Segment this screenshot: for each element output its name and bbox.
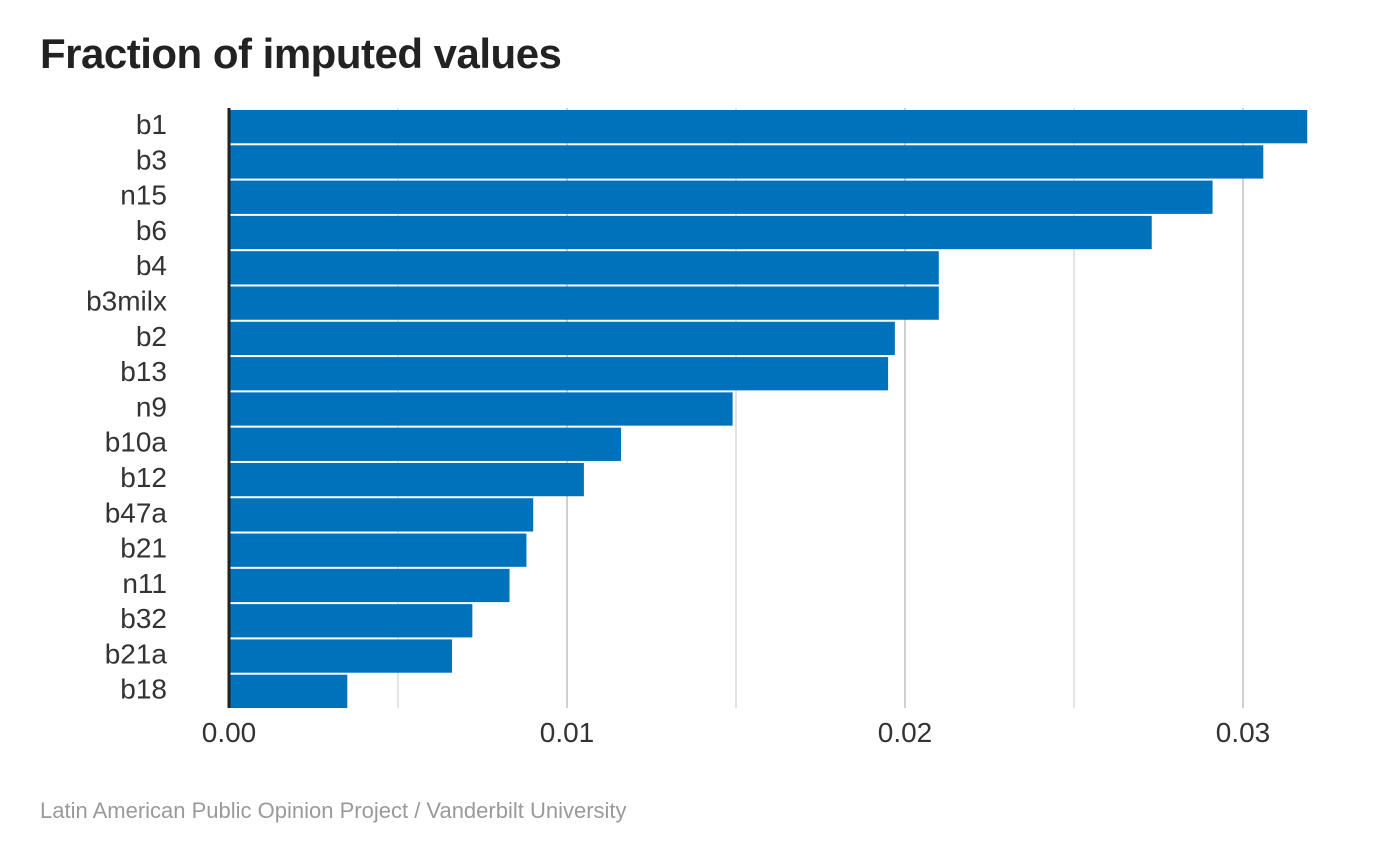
bars [229, 110, 1308, 708]
bar-n11 [229, 568, 510, 603]
bar-b18 [229, 674, 348, 708]
category-label-n15: n15 [120, 180, 167, 211]
x-tick-labels: 0.00 0.01 0.02 0.03 [202, 717, 1271, 748]
category-label-n11: n11 [122, 568, 167, 599]
bar-b13 [229, 357, 889, 391]
category-labels: b1 b3 n15 b6 b4 b3milx b2 b13 n9 b10a b12 b47a b21 n1… [86, 109, 167, 705]
category-label-n9: n9 [136, 391, 167, 422]
bar-b6 [229, 215, 1152, 250]
bar-b32 [229, 604, 473, 638]
bar-b47a [229, 498, 534, 532]
chart-title: Fraction of imputed values [40, 30, 562, 77]
category-label-b32: b32 [120, 603, 167, 634]
category-label-b47a: b47a [105, 497, 168, 528]
bar-n15 [229, 180, 1213, 214]
category-label-b13: b13 [120, 356, 167, 387]
x-tick-label: 0.00 [202, 717, 257, 748]
x-tick-label: 0.03 [1216, 717, 1271, 748]
category-label-b3: b3 [136, 144, 167, 175]
bar-b3milx [229, 286, 939, 320]
category-label-b4: b4 [136, 250, 167, 281]
bar-b10a [229, 427, 622, 461]
bar-b21 [229, 533, 527, 567]
bar-b1 [229, 110, 1308, 144]
category-label-b21a: b21a [105, 638, 168, 669]
category-label-b10a: b10a [105, 427, 168, 458]
category-label-b6: b6 [136, 215, 167, 246]
bar-b3 [229, 145, 1264, 179]
category-label-b1: b1 [136, 109, 167, 140]
x-tick-label: 0.02 [878, 717, 933, 748]
x-tick-label: 0.01 [540, 717, 595, 748]
source-caption: Latin American Public Opinion Project / … [40, 798, 627, 823]
bar-b2 [229, 321, 895, 356]
bar-b4 [229, 251, 939, 285]
category-label-b3milx: b3milx [86, 286, 167, 317]
bar-b21a [229, 639, 453, 673]
bar-b12 [229, 462, 584, 497]
category-label-b18: b18 [120, 674, 167, 705]
category-label-b21: b21 [120, 533, 167, 564]
category-label-b2: b2 [136, 321, 167, 352]
category-label-b12: b12 [120, 462, 167, 493]
bar-n9 [229, 392, 733, 426]
